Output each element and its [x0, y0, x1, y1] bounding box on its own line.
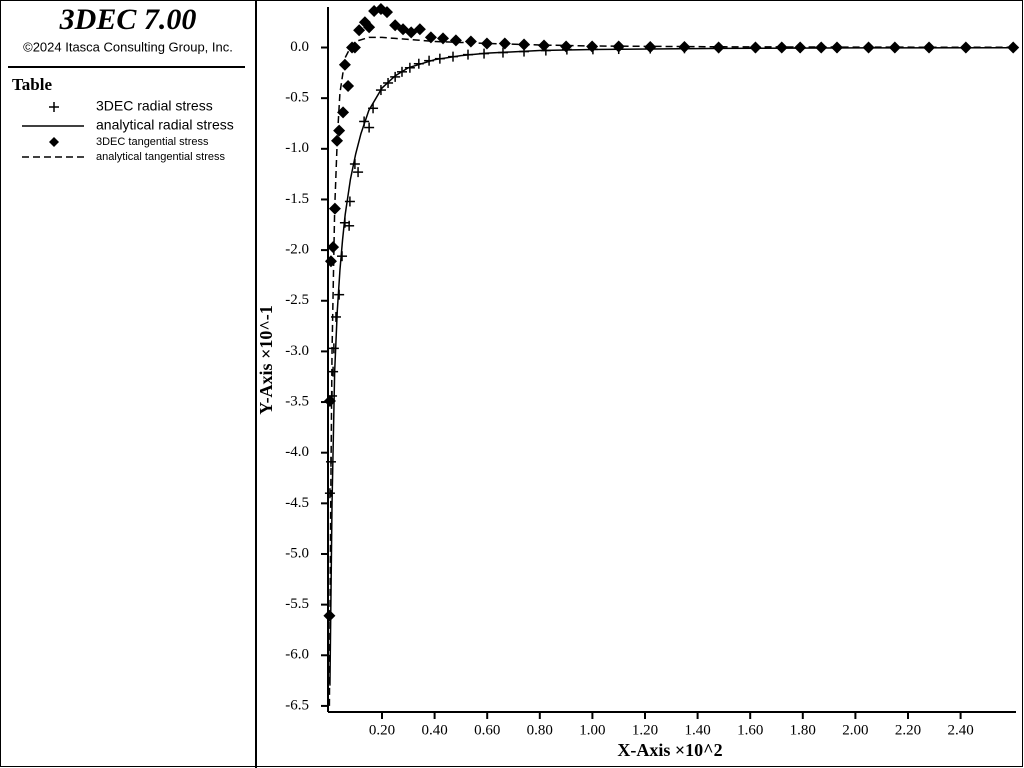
x-tick-label: 1.20	[632, 722, 658, 738]
diamond	[338, 58, 351, 71]
y-tick-label: -5.0	[285, 545, 309, 561]
plus-marker	[364, 122, 375, 133]
y-axis-label: Y-Axis ×10^-1	[256, 305, 276, 415]
x-tick-label: 0.40	[421, 722, 447, 738]
diamond	[353, 24, 366, 37]
diamond	[888, 41, 901, 54]
line-dashed	[328, 36, 1014, 706]
y-tick-label: -6.0	[285, 647, 309, 663]
diamond	[49, 137, 59, 147]
y-tick-label: -2.5	[285, 292, 309, 308]
plus-marker	[344, 220, 355, 231]
diamond	[464, 35, 477, 48]
plus-marker	[324, 488, 335, 499]
title: 3DEC 7.00	[59, 3, 197, 36]
x-tick-label: 2.20	[895, 722, 921, 738]
diamond	[348, 41, 361, 54]
y-tick-label: 0.0	[290, 39, 309, 55]
y-tick-label: -4.0	[285, 444, 309, 460]
legend-label: 3DEC tangential stress	[96, 136, 209, 148]
x-tick-label: 1.40	[684, 722, 710, 738]
y-tick-label: -4.5	[285, 495, 309, 511]
y-tick-label: -6.5	[285, 697, 309, 713]
diamond	[342, 80, 355, 93]
legend-label: analytical tangential stress	[96, 151, 226, 163]
diamond	[337, 106, 350, 119]
legend-title: Table	[12, 75, 52, 94]
diamond	[560, 40, 573, 53]
plus-marker	[328, 343, 339, 354]
y-tick-label: -3.0	[285, 343, 309, 359]
y-tick-label: -1.0	[285, 140, 309, 156]
y-tick-label: -2.0	[285, 242, 309, 258]
diamond	[363, 21, 376, 34]
plus-marker	[353, 167, 364, 178]
plus-marker	[328, 366, 339, 377]
diamond	[333, 124, 346, 137]
diamond	[1007, 41, 1020, 54]
x-axis-label: X-Axis ×10^2	[617, 740, 722, 760]
diamond	[612, 40, 625, 53]
legend-label: 3DEC radial stress	[96, 98, 213, 114]
x-tick-label: 0.20	[369, 722, 395, 738]
y-tick-label: -5.5	[285, 596, 309, 612]
diamond	[380, 6, 393, 19]
diamond	[480, 37, 493, 50]
x-tick-label: 2.40	[947, 722, 973, 738]
diamond	[712, 41, 725, 54]
subtitle: ©2024 Itasca Consulting Group, Inc.	[23, 39, 233, 54]
x-tick-label: 1.00	[579, 722, 605, 738]
diamond	[323, 395, 336, 408]
x-tick-label: 0.60	[474, 722, 500, 738]
diamond	[413, 23, 426, 36]
x-tick-label: 2.00	[842, 722, 868, 738]
diamond	[538, 39, 551, 52]
diamond	[368, 5, 381, 18]
y-tick-label: -1.5	[285, 191, 309, 207]
diamond	[327, 241, 340, 254]
x-tick-label: 1.60	[737, 722, 763, 738]
y-tick-label: -3.5	[285, 393, 309, 409]
diamond	[449, 34, 462, 47]
legend-marker	[49, 102, 59, 112]
y-tick-label: -0.5	[285, 90, 309, 106]
legend-label: analytical radial stress	[96, 117, 234, 133]
diamond	[678, 41, 691, 54]
diamond	[923, 41, 936, 54]
x-tick-label: 0.80	[527, 722, 553, 738]
x-tick-label: 1.80	[790, 722, 816, 738]
